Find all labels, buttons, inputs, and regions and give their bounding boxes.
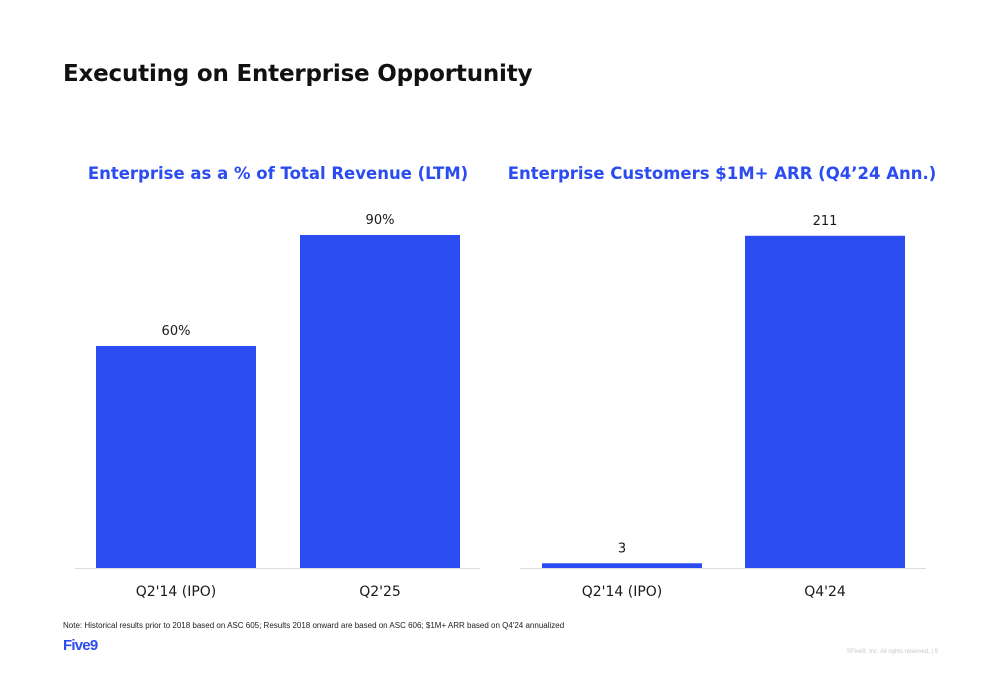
revenue-data-label-1: 60% xyxy=(162,324,191,339)
customers-category-label-2: Q4'24 xyxy=(804,584,846,600)
copyright-text: ©Five9, Inc. All rights reserved. | 9 xyxy=(846,649,938,655)
revenue-bar-2 xyxy=(300,235,460,568)
chart-title-revenue: Enterprise as a % of Total Revenue (LTM) xyxy=(87,164,469,183)
revenue-category-label-1: Q2'14 (IPO) xyxy=(136,584,217,600)
revenue-data-label-2: 90% xyxy=(366,213,395,228)
customers-data-label-2: 211 xyxy=(813,214,838,229)
revenue-category-label-2: Q2'25 xyxy=(359,584,401,600)
customers-bar-2 xyxy=(745,235,905,568)
five9-logo: Five9 xyxy=(63,637,98,654)
revenue-bar-1 xyxy=(96,346,256,568)
customers-data-label-1: 3 xyxy=(618,541,626,556)
footnote: Note: Historical results prior to 2018 b… xyxy=(63,621,565,630)
customers-bar-1 xyxy=(542,563,702,568)
slide-title: Executing on Enterprise Opportunity xyxy=(63,61,533,87)
chart-title-customers: Enterprise Customers $1M+ ARR (Q4’24 Ann… xyxy=(507,164,937,183)
customers-category-label-1: Q2'14 (IPO) xyxy=(582,584,663,600)
